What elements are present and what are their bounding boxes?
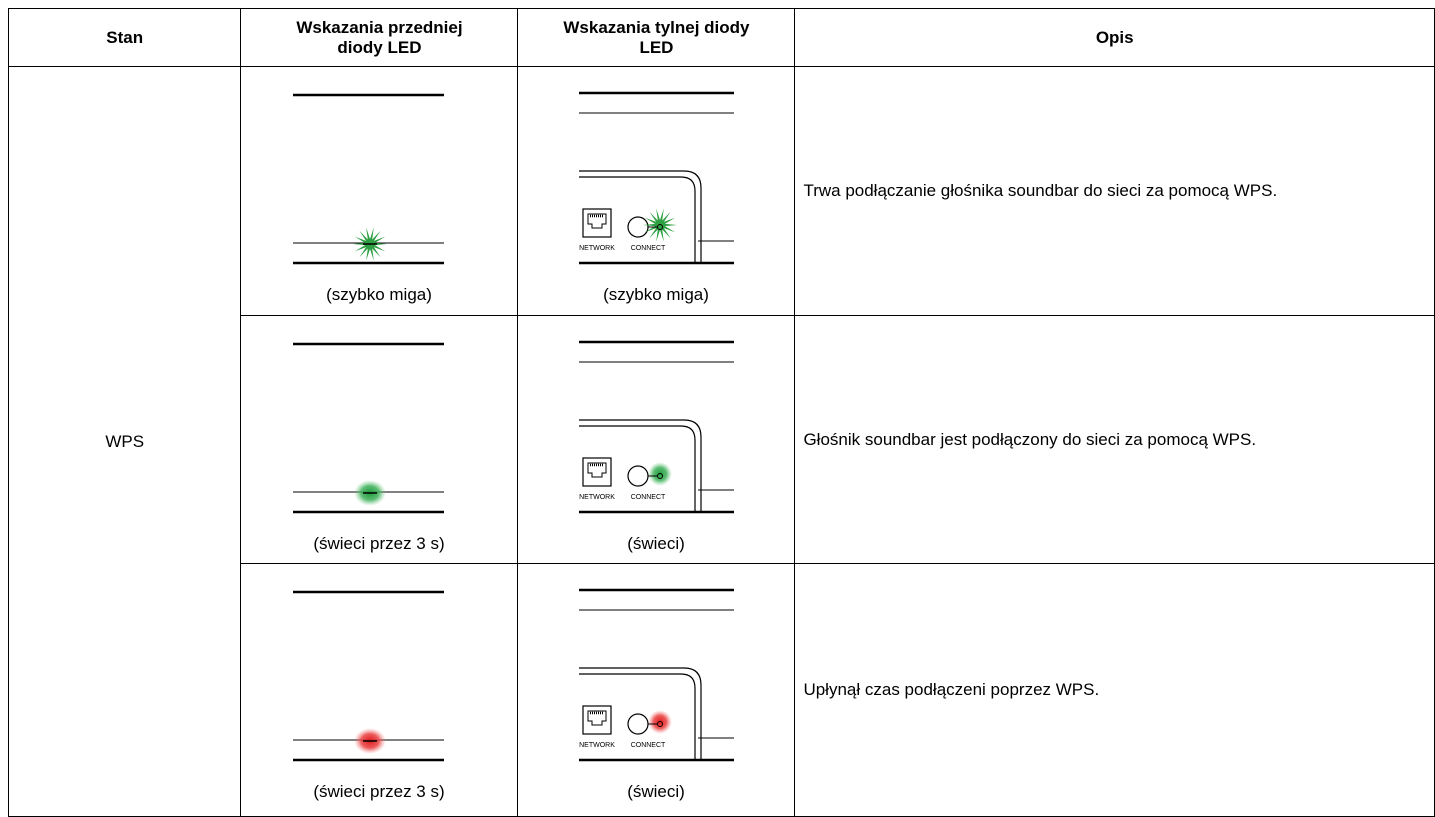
rear-led-cell: NETWORK CONNECT (świeci) [517, 315, 796, 564]
led-ring [657, 224, 664, 230]
front-caption: (szybko miga) [327, 285, 433, 304]
column-header: Stan [7, 8, 242, 67]
connect-button [627, 216, 650, 238]
table-row: (świeci przez 3 s) NETWORK CONNECT (świeci)… [9, 315, 1435, 564]
network-socket [587, 462, 607, 478]
led-table: Stan Wskazania przedniej diody LED Wskaz… [7, 8, 1435, 817]
front-led-figure: (świeci przez 3 s) [293, 342, 445, 553]
column-header: Wskazania tylnej diody LED [517, 8, 796, 67]
connect-button [627, 713, 650, 735]
network-socket [587, 213, 607, 229]
network-port [582, 457, 613, 487]
column-header: Opis [794, 8, 1435, 67]
rear-led-figure: NETWORK CONNECT (świeci) [579, 340, 735, 553]
table-row: WPS (szybko miga) NETWORK CONNECT (szybko mi… [7, 66, 1435, 817]
port-label: NETWORK [580, 742, 616, 749]
port-label: CONNECT [631, 245, 666, 252]
network-socket [587, 710, 607, 726]
front-caption: (świeci przez 3 s) [314, 782, 445, 801]
port-label: NETWORK [580, 245, 616, 252]
table-row: (świeci przez 3 s) NETWORK CONNECT (świeci)… [9, 563, 1435, 817]
connect-button [627, 465, 650, 487]
port-label: NETWORK [580, 494, 616, 501]
led-ring [657, 473, 664, 479]
port-label: CONNECT [631, 742, 666, 749]
description-cell: Upłynął czas podłączeni poprzez WPS. [794, 563, 1435, 817]
rear-led-figure: NETWORK CONNECT (szybko miga) [579, 91, 735, 304]
description-cell: Trwa podłączanie głośnika soundbar do si… [794, 66, 1435, 316]
front-led-figure: (świeci przez 3 s) [293, 590, 445, 801]
rear-led-figure: NETWORK CONNECT (świeci) [579, 588, 735, 801]
device-outline [579, 419, 703, 512]
device-outline [579, 170, 703, 263]
port-label: CONNECT [631, 494, 666, 501]
front-led-cell: (świeci przez 3 s) [240, 315, 519, 564]
state-cell: WPS [7, 66, 242, 817]
network-port [582, 705, 613, 735]
front-led-cell: (świeci przez 3 s) [240, 563, 519, 817]
description-cell: Głośnik soundbar jest podłączony do siec… [794, 315, 1435, 564]
page: Stan Wskazania przedniej diody LED Wskaz… [7, 8, 1435, 817]
rear-caption: (świeci) [628, 534, 686, 553]
led-ring [657, 721, 664, 727]
front-led-cell: (szybko miga) [240, 66, 519, 316]
column-header: Wskazania przedniej diody LED [240, 8, 519, 67]
header-row: Stan Wskazania przedniej diody LED Wskaz… [7, 8, 1435, 67]
front-led-figure: (szybko miga) [293, 93, 445, 304]
front-caption: (świeci przez 3 s) [314, 534, 445, 553]
device-outline [579, 667, 703, 760]
rear-led-cell: NETWORK CONNECT (świeci) [517, 563, 796, 817]
rear-caption: (szybko miga) [604, 285, 710, 304]
rear-caption: (świeci) [628, 782, 686, 801]
rear-led-cell: NETWORK CONNECT (szybko miga) [517, 66, 796, 316]
network-port [582, 208, 613, 238]
